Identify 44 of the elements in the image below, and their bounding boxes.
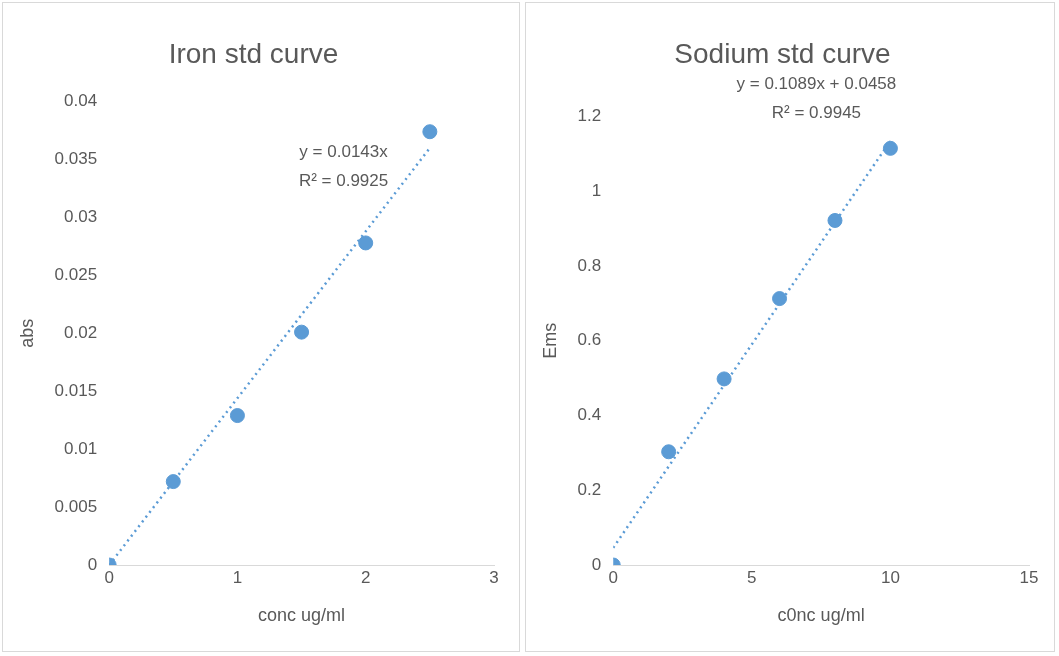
x-tick-label: 15 (1019, 567, 1039, 587)
point (772, 291, 788, 307)
point (229, 408, 245, 424)
point (294, 324, 310, 340)
chart-title: Iron std curve (168, 37, 339, 69)
y-tick-label: 0.2 (577, 479, 602, 499)
y-tick-label: 0.04 (64, 91, 98, 111)
y-axis-title: Ems (539, 322, 560, 359)
y-tick-label: 0.03 (64, 207, 98, 227)
y-tick-label: 0.6 (577, 330, 602, 350)
annotation: R² = 0.9925 (298, 170, 389, 190)
point (422, 124, 438, 140)
y-tick-label: 1 (591, 181, 602, 201)
point (358, 235, 374, 251)
y-tick-label: 1.2 (577, 106, 602, 126)
x-tick-label: 10 (880, 567, 900, 587)
chart-title: Sodium std curve (674, 37, 891, 69)
point (716, 371, 732, 387)
y-tick-label: 0 (87, 554, 98, 574)
x-tick-label: 2 (360, 567, 371, 587)
y-tick-label: 0.015 (54, 380, 98, 400)
x-tick-label: 0 (608, 567, 618, 587)
y-tick-label: 0 (591, 554, 602, 574)
y-tick-label: 0.01 (64, 438, 98, 458)
x-axis-title: conc ug/ml (258, 605, 346, 626)
x-tick-label: 1 (232, 567, 243, 587)
point (827, 212, 843, 228)
y-axis-title: abs (16, 318, 37, 348)
y-tick-label: 0.8 (577, 255, 602, 275)
x-axis-title: c0nc ug/ml (777, 605, 865, 626)
y-tick-label: 0.035 (54, 149, 98, 169)
text: y = 0.1089x + 0.0458 (736, 73, 897, 93)
x-tick-label: 3 (489, 567, 499, 587)
y-tick-label: 0.005 (54, 496, 98, 516)
point (661, 444, 677, 460)
annotation: y = 0.0143x (299, 141, 389, 161)
annotation: R² = 0.9945 (771, 102, 862, 122)
y-tick-label: 0.025 (54, 265, 98, 285)
x-tick-label: 0 (104, 567, 114, 587)
y-tick-label: 0.02 (64, 322, 98, 342)
x-tick-label: 5 (747, 567, 757, 587)
y-tick-label: 0.4 (577, 405, 602, 425)
point (165, 474, 181, 490)
point (882, 140, 898, 156)
